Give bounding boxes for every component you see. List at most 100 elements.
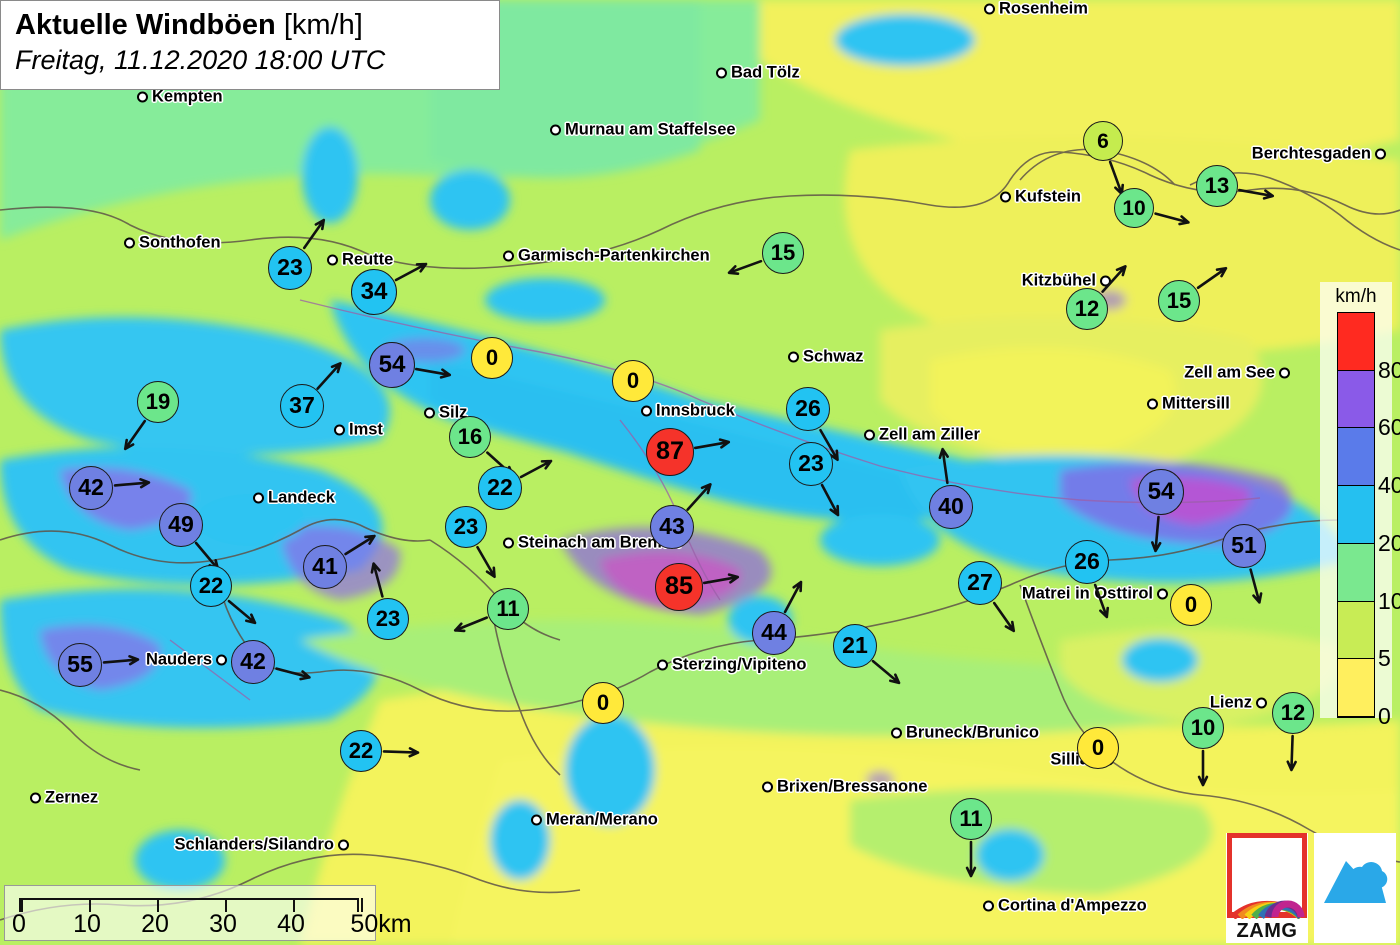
station-value-bubble[interactable]: 13 xyxy=(1196,165,1238,207)
legend-segment xyxy=(1338,486,1374,544)
title-datetime: Freitag, 11.12.2020 18:00 UTC xyxy=(15,45,386,75)
station-value-bubble[interactable]: 6 xyxy=(1083,121,1123,161)
city-label: Kempten xyxy=(137,88,223,107)
scale-tick-label: 40 xyxy=(277,910,305,938)
city-dot-icon xyxy=(338,839,349,851)
wind-direction-arrow-icon xyxy=(938,448,950,485)
wind-direction-arrow-icon xyxy=(1248,567,1262,604)
station-value-bubble[interactable]: 43 xyxy=(650,505,694,549)
station-value-bubble[interactable]: 23 xyxy=(789,442,833,486)
station-value-bubble[interactable]: 12 xyxy=(1066,288,1108,330)
city-name: Sterzing/Vipiteno xyxy=(672,655,807,674)
wind-direction-arrow-icon xyxy=(694,437,731,449)
wind-direction-arrow-icon xyxy=(344,534,376,556)
city-label: Mittersill xyxy=(1147,395,1230,414)
station-value-bubble[interactable]: 85 xyxy=(655,563,703,611)
map-title-card: Aktuelle Windböen [km/h] Freitag, 11.12.… xyxy=(0,0,500,90)
station-value-bubble[interactable]: 16 xyxy=(449,416,491,458)
station-value-bubble[interactable]: 87 xyxy=(646,428,694,476)
city-dot-icon xyxy=(334,424,345,436)
legend-tick-label: 0 xyxy=(1378,702,1391,729)
station-value-bubble[interactable]: 54 xyxy=(1138,469,1184,515)
city-dot-icon xyxy=(1000,191,1011,203)
legend-tick-label: 5 xyxy=(1378,645,1391,672)
wind-direction-arrow-icon xyxy=(123,419,147,450)
city-label: Schlanders/Silandro xyxy=(174,836,349,855)
city-name: Landeck xyxy=(268,488,335,507)
station-value-bubble[interactable]: 42 xyxy=(69,466,113,510)
station-value-bubble[interactable]: 0 xyxy=(471,337,513,379)
scale-tick-label: 0 xyxy=(12,910,26,938)
station-value-bubble[interactable]: 37 xyxy=(280,384,324,428)
city-name: Steinach am Brenner xyxy=(518,533,684,552)
station-value-bubble[interactable]: 23 xyxy=(367,598,409,640)
wind-direction-arrow-icon xyxy=(703,572,740,584)
station-value-bubble[interactable]: 40 xyxy=(929,485,973,529)
city-name: Innsbruck xyxy=(656,401,735,420)
station-value-bubble[interactable]: 22 xyxy=(340,730,382,772)
city-name: Sonthofen xyxy=(139,233,221,252)
city-dot-icon xyxy=(657,659,668,671)
wind-direction-arrow-icon xyxy=(1286,734,1297,772)
city-dot-icon xyxy=(253,492,264,504)
wind-direction-arrow-icon xyxy=(872,660,901,685)
station-value-bubble[interactable]: 0 xyxy=(1170,584,1212,626)
station-value-bubble[interactable]: 19 xyxy=(137,381,179,423)
wind-direction-arrow-icon xyxy=(1196,266,1227,290)
station-value-bubble[interactable]: 22 xyxy=(190,565,232,607)
station-value-bubble[interactable]: 22 xyxy=(478,466,522,510)
city-label: Garmisch-Partenkirchen xyxy=(503,247,710,266)
station-value-bubble[interactable]: 55 xyxy=(58,643,102,687)
wind-direction-arrow-icon xyxy=(415,368,452,379)
city-name: Zernez xyxy=(45,788,99,807)
scale-tick xyxy=(21,898,23,912)
station-value-bubble[interactable]: 0 xyxy=(582,682,624,724)
station-value-bubble[interactable]: 26 xyxy=(1065,540,1109,584)
wind-direction-arrow-icon xyxy=(370,562,384,599)
station-value-bubble[interactable]: 10 xyxy=(1114,188,1154,228)
city-name: Kufstein xyxy=(1015,187,1081,206)
station-value-bubble[interactable]: 44 xyxy=(752,611,796,655)
station-value-bubble[interactable]: 27 xyxy=(958,561,1002,605)
legend-tick-label: 10 xyxy=(1378,587,1400,614)
wind-direction-arrow-icon xyxy=(227,599,256,624)
city-dot-icon xyxy=(503,537,514,549)
city-dot-icon xyxy=(30,792,41,804)
scale-labels: 0 10 20 30 40 50km xyxy=(5,910,412,940)
mountain-cloud-logo xyxy=(1314,833,1396,943)
city-label: Reutte xyxy=(327,251,393,270)
station-value-bubble[interactable]: 49 xyxy=(159,503,203,547)
legend-tick-label: 80 xyxy=(1378,356,1400,383)
station-value-bubble[interactable]: 26 xyxy=(786,387,830,431)
scale-bar: 0 10 20 30 40 50km xyxy=(4,885,412,941)
station-value-bubble[interactable]: 21 xyxy=(833,624,877,668)
station-value-bubble[interactable]: 11 xyxy=(950,798,992,840)
city-dot-icon xyxy=(984,3,995,15)
city-label: Matrei in Osttirol xyxy=(1022,585,1168,604)
station-value-bubble[interactable]: 23 xyxy=(445,506,487,548)
station-value-bubble[interactable]: 0 xyxy=(612,360,654,402)
wind-direction-arrow-icon xyxy=(113,478,151,489)
station-value-bubble[interactable]: 15 xyxy=(762,232,804,274)
station-value-bubble[interactable]: 42 xyxy=(231,640,275,684)
station-value-bubble[interactable]: 15 xyxy=(1158,280,1200,322)
city-label: Innsbruck xyxy=(641,402,735,421)
scale-tick xyxy=(361,898,363,912)
station-value-bubble[interactable]: 54 xyxy=(369,342,415,388)
station-value-bubble[interactable]: 10 xyxy=(1182,707,1224,749)
station-value-bubble[interactable]: 34 xyxy=(351,269,397,315)
city-name: Murnau am Staffelsee xyxy=(565,120,736,139)
zamg-rainbow-icon xyxy=(1227,833,1307,919)
station-value-bubble[interactable]: 41 xyxy=(303,545,347,589)
city-dot-icon xyxy=(983,900,994,912)
wind-direction-arrow-icon xyxy=(820,483,840,517)
station-value-bubble[interactable]: 0 xyxy=(1077,727,1119,769)
wind-direction-arrow-icon xyxy=(302,219,325,250)
city-label: Meran/Merano xyxy=(531,811,658,830)
station-value-bubble[interactable]: 11 xyxy=(487,588,529,630)
station-value-bubble[interactable]: 12 xyxy=(1272,692,1314,734)
station-value-bubble[interactable]: 51 xyxy=(1222,524,1266,568)
station-value-bubble[interactable]: 23 xyxy=(268,246,312,290)
wind-direction-arrow-icon xyxy=(1153,212,1190,226)
